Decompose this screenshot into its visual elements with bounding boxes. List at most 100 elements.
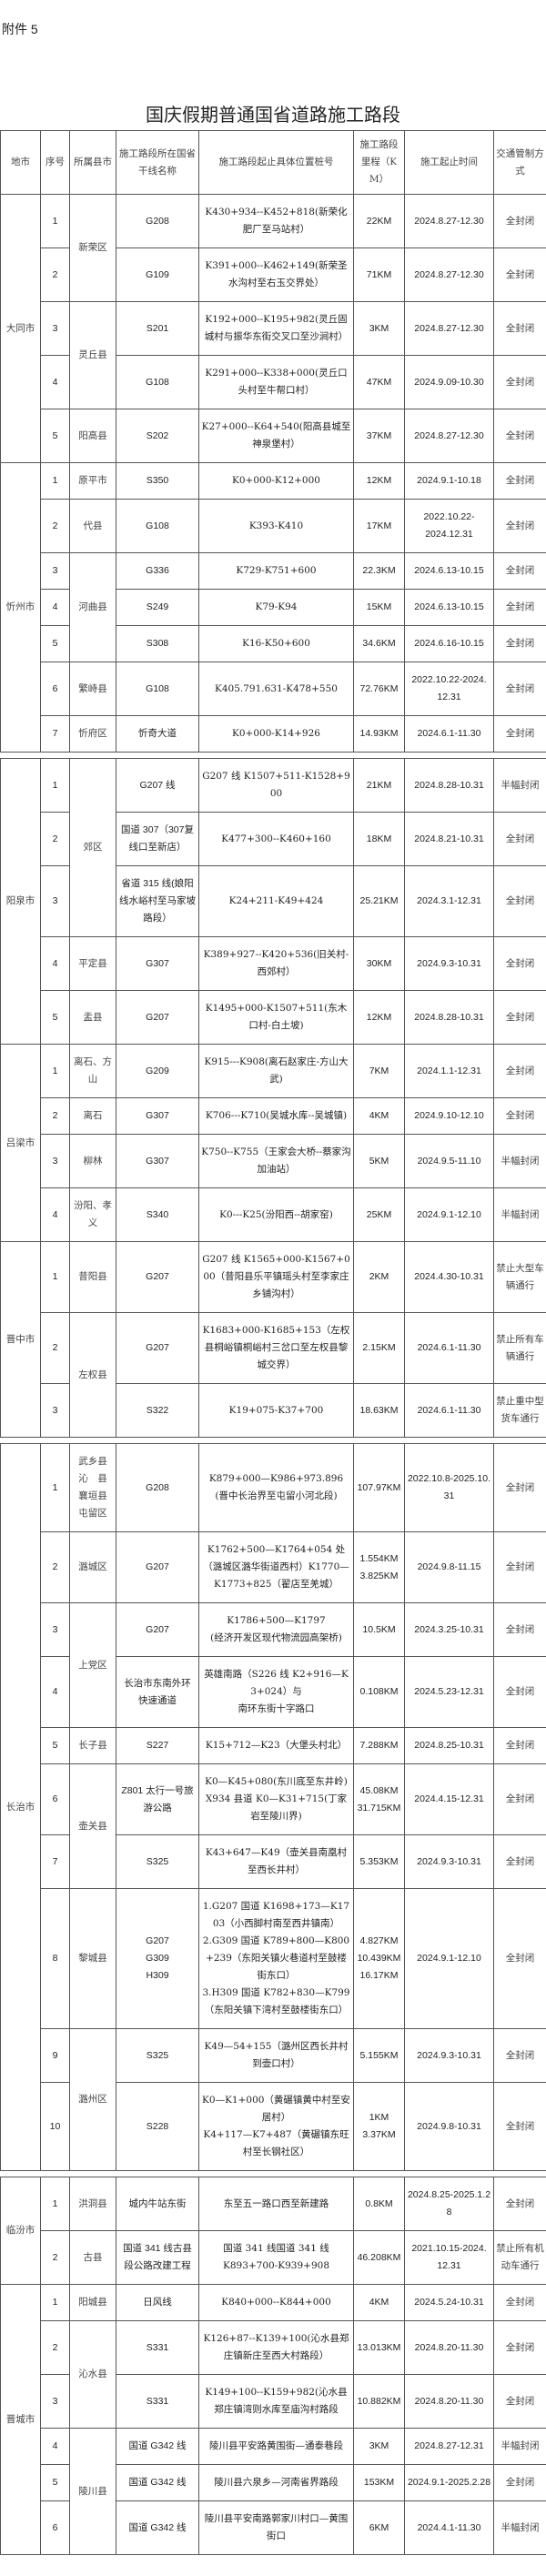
length-km: 5KM	[353, 1134, 405, 1188]
county-cell: 代县	[69, 499, 116, 553]
traffic-control: 全封闭	[493, 812, 546, 866]
length-km: 14.93KM	[353, 715, 405, 753]
location-stake: K1683+000-K1685+153（左权县桐峪镇桐峪村三岔口至左权县黎城交界…	[198, 1312, 354, 1384]
traffic-control: 全封闭	[493, 462, 546, 500]
length-km: 153KM	[353, 2464, 405, 2501]
table-row: 3 省道 315 线(娘阳线水峪村至马家坡路段） K24+211-K49+424 25…	[1, 865, 546, 937]
construction-period: 2024.9.3-10.31	[404, 2028, 494, 2083]
table-row: 晋中市 1 昔阳县 G207 G207 线 K1565+000-K1567+000（昔阳…	[0, 1241, 546, 1438]
road-name: S325	[116, 2028, 199, 2083]
location-stake: G207 线 K1565+000-K1567+000（昔阳县乐平镇瑶头村至李家庄…	[198, 1241, 354, 1313]
construction-table: 长治市 1 武乡县 沁 县 襄垣县 屯留区 G208 K879+000—K986+973…	[0, 1443, 546, 2171]
table-row: 4 长治市东南外环 快速通道 英雄南路（S226 线 K2+916—K3+024）与…	[1, 1656, 546, 1728]
traffic-control: 全封闭	[493, 589, 546, 626]
location-stake: 陵川县平安路黄围街—通泰巷段	[198, 2428, 354, 2465]
table-row: 5 阳高县 S202 K27+000--K64+540(阳高县城至神泉堡村） 37KM 2…	[1, 409, 546, 463]
row-number: 1	[40, 1443, 70, 1532]
traffic-control: 全封闭	[493, 2320, 546, 2375]
length-km: 22KM	[353, 194, 405, 248]
row-number: 6	[40, 662, 70, 716]
table-row: 临汾市 1 洪洞县 城内牛站东街 东至五一路口西至新建路 0.8KM 2024.8.25-2…	[0, 2177, 546, 2285]
road-name: G108	[116, 662, 199, 716]
length-km: 5.353KM	[353, 1834, 405, 1889]
traffic-control: 半幅封闭	[493, 1134, 546, 1188]
table-row: 3 河曲县 G336 K729-K751+600 22.3KM 2024.6.13-10.…	[1, 552, 546, 662]
location-stake: K477+300--K460+160	[198, 812, 354, 866]
table-row: 7 忻府区 忻奇大道 K0+000-K14+926 14.93KM 2024.6.1-11…	[1, 715, 546, 753]
road-name: G207 线	[116, 758, 199, 813]
length-km: 5.155KM	[353, 2028, 405, 2083]
construction-table: 临汾市 1 洪洞县 城内牛站东街 东至五一路口西至新建路 0.8KM 2024.8.25-2…	[0, 2177, 546, 2555]
location-stake: K126+87--K139+100(沁水县郑庄镇新庄至西大村路段）	[198, 2320, 354, 2375]
county-cell: 沁水县	[69, 2320, 116, 2429]
location-stake: K915---K908(离石赵家庄-方山大武)	[198, 1044, 354, 1098]
road-name: 国道 G342 线	[116, 2500, 199, 2555]
traffic-control: 全封闭	[493, 355, 546, 409]
traffic-control: 禁止所有机动车通行	[493, 2230, 546, 2285]
road-name: G307	[116, 1134, 199, 1188]
table-row: 3 上党区 G207 K1786+500—K1797 (经济开发区现代物流园高架桥) 1…	[1, 1602, 546, 1728]
construction-period: 2024.3.25-10.31	[404, 1602, 494, 1657]
location-stake: 1.G207 国道 K1698+173—K1703（小西脚村南至西井镇南） 2.…	[198, 1888, 354, 2029]
road-name: G207	[116, 1312, 199, 1384]
construction-tables: 地市 序号 所属县市 施工路段所在国省干线名称 施工路段起止具体位置桩号 施工路段里程（K…	[0, 130, 546, 2555]
length-km: 1KM 3.37KM	[353, 2082, 405, 2171]
location-stake: 陵川县平安南路郭家川村口—黄围街口	[198, 2500, 354, 2555]
road-name: S249	[116, 589, 199, 626]
road-name: G109	[116, 247, 199, 302]
traffic-control: 全封闭	[493, 1763, 546, 1835]
construction-period: 2024.6.1-11.30	[404, 1383, 494, 1438]
length-km: 0.108KM	[353, 1656, 405, 1728]
length-km: 25.21KM	[353, 865, 405, 937]
road-name: S331	[116, 2320, 199, 2375]
county-cell: 河曲县	[69, 552, 116, 662]
location-stake: 东至五一路口西至新建路	[198, 2177, 354, 2231]
city-cell: 晋城市	[0, 2284, 41, 2555]
city-cell: 临汾市	[0, 2177, 41, 2285]
traffic-control: 半幅封闭	[493, 1187, 546, 1242]
table-row: 4 陵川县 国道 G342 线陵川县平安路黄围街—通泰巷段 3KM 2024.8.27-…	[1, 2428, 546, 2555]
construction-period: 2024.4.30-10.31	[404, 1241, 494, 1313]
county-cell: 灵丘县	[69, 301, 116, 409]
road-name: 国道 G342 线	[116, 2428, 199, 2465]
location-stake: K49—54+155（潞州区西长井村到壶口村）	[198, 2028, 354, 2083]
column-header: 施工路段里程（KM）	[353, 130, 405, 195]
construction-period: 2024.9.8-11.15	[404, 1531, 494, 1603]
table-row: 10 S228 K0—K1+000（黄碾镇黄中村至安居村） K4+117—K7+48…	[1, 2082, 546, 2171]
length-km: 47KM	[353, 355, 405, 409]
location-stake: K430+934--K452+818(新荣化肥厂至马站村）	[198, 194, 354, 248]
construction-period: 2022.10.22- 2024.12.31	[404, 499, 494, 553]
location-stake: K840+000--K844+000	[198, 2284, 354, 2321]
length-km: 30KM	[353, 936, 405, 991]
traffic-control: 全封闭	[493, 552, 546, 590]
location-stake: K0—K1+000（黄碾镇黄中村至安居村） K4+117—K7+487（黄碾镇东…	[198, 2082, 354, 2171]
traffic-control: 禁止所有车辆通行	[493, 1312, 546, 1384]
city-cell: 长治市	[0, 1443, 41, 2171]
document-title: 国庆假期普通国省道路施工路段	[146, 106, 400, 126]
county-cell: 柳林	[69, 1134, 116, 1188]
table-row: 吕梁市 1 离石、方山 G209 K915---K908(离石赵家庄-方山大武) 7KM 2…	[0, 1044, 546, 1242]
length-km: 107.97KM	[353, 1443, 405, 1532]
table-row: 长治市 1 武乡县 沁 县 襄垣县 屯留区 G208 K879+000—K986+973…	[0, 1443, 546, 2171]
row-number: 1	[40, 194, 70, 248]
row-number: 2	[40, 2230, 70, 2285]
column-header: 地市	[0, 130, 41, 195]
row-number: 4	[40, 1187, 70, 1242]
row-number: 7	[40, 715, 70, 753]
construction-period: 2024.3.1-12.31	[404, 865, 494, 937]
road-name: G208	[116, 1443, 199, 1532]
length-km: 13.013KM	[353, 2320, 405, 2375]
county-cell: 武乡县 沁 县 襄垣县 屯留区	[69, 1443, 116, 1532]
traffic-control: 全封闭	[493, 1888, 546, 2029]
table-row: 忻州市 1 原平市 S350 K0+000-K12+000 12KM 2024.9.1-10…	[0, 462, 546, 753]
traffic-control: 全封闭	[493, 301, 546, 356]
traffic-control: 禁止大型车辆通行	[493, 1241, 546, 1313]
road-name: G336	[116, 552, 199, 590]
location-stake: K27+000--K64+540(阳高县城至神泉堡村）	[198, 409, 354, 463]
length-km: 4KM	[353, 1097, 405, 1135]
attachment-label: 附件 5	[2, 22, 38, 36]
construction-period: 2024.6.13-10.15	[404, 589, 494, 626]
table-row: 3 S331 K149+100--K159+982(沁水县郑庄镇湾则水库至庙沟村路段…	[1, 2374, 546, 2429]
length-km: 45.08KM 31.715KM	[353, 1763, 405, 1835]
length-km: 37KM	[353, 409, 405, 463]
